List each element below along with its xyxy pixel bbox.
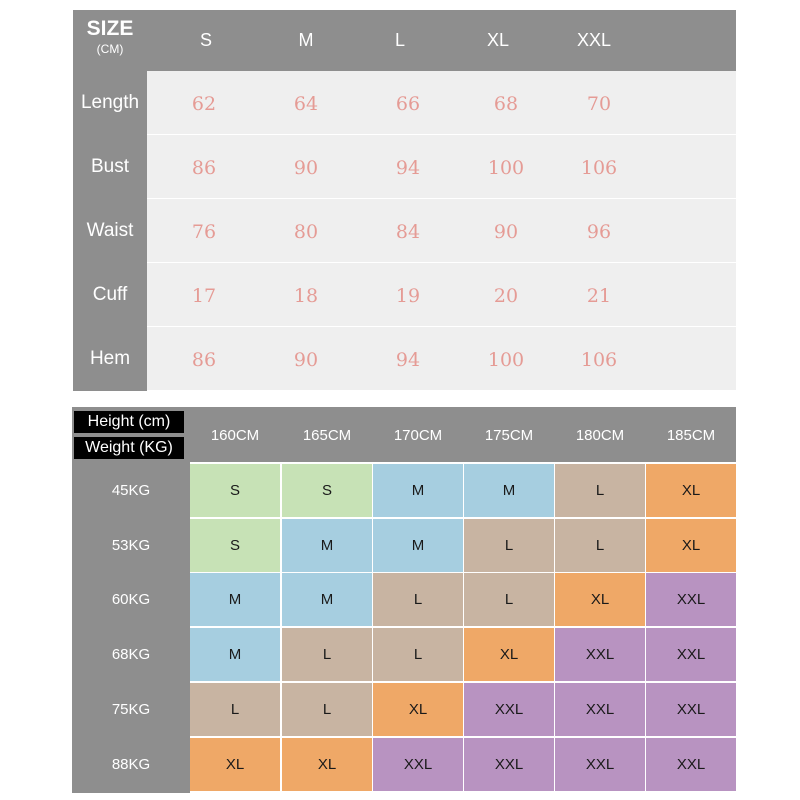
weight-row-label: 60KG — [111, 591, 151, 608]
size-recommendation-cell: XXL — [646, 573, 736, 626]
measurement-value: 106 — [580, 157, 618, 179]
measurement-value: 17 — [191, 285, 217, 307]
size-column-header: S — [199, 30, 212, 50]
size-recommendation-cell: XXL — [646, 628, 736, 681]
measurement-value: 62 — [191, 93, 217, 115]
measurement-value: 20 — [493, 285, 519, 307]
size-column-header: M — [298, 30, 314, 50]
measurement-label: Hem — [89, 348, 131, 369]
size-recommendation-cell: L — [373, 628, 463, 681]
measurement-value: 80 — [293, 221, 319, 243]
height-column-header: 165CM — [302, 427, 352, 444]
measurement-value: 90 — [293, 157, 319, 179]
size-chart-unit: (CM) — [96, 42, 124, 56]
measurement-label: Bust — [90, 156, 130, 177]
measurement-value: 100 — [487, 157, 525, 179]
size-chart-row — [147, 71, 736, 134]
weight-row-label: 88KG — [111, 756, 151, 773]
measurement-value: 94 — [395, 157, 421, 179]
size-recommendation-cell: L — [464, 573, 554, 626]
size-recommendation-cell: XXL — [646, 683, 736, 736]
size-recommendation-cell: XL — [464, 628, 554, 681]
height-label: Height (cm) — [74, 411, 184, 433]
size-recommendation-cell: L — [282, 683, 372, 736]
size-recommendation-cell: M — [373, 519, 463, 572]
size-recommendation-cell: L — [373, 573, 463, 626]
measurement-value: 76 — [191, 221, 217, 243]
size-recommendation-cell: L — [282, 628, 372, 681]
size-recommendation-cell: M — [282, 573, 372, 626]
size-column-header: XL — [486, 30, 510, 50]
size-recommendation-cell: XL — [646, 519, 736, 572]
size-recommendation-cell: S — [190, 519, 280, 572]
size-recommendation-cell: XXL — [555, 683, 645, 736]
measurement-value: 86 — [191, 157, 217, 179]
measurement-value: 106 — [580, 349, 618, 371]
size-recommendation-cell: XXL — [464, 738, 554, 791]
size-recommendation-cell: XL — [646, 464, 736, 517]
size-recommendation-cell: L — [464, 519, 554, 572]
size-recommendation-cell: S — [282, 464, 372, 517]
size-recommendation-cell: XXL — [373, 738, 463, 791]
measurement-value: 90 — [493, 221, 519, 243]
measurement-value: 70 — [586, 93, 612, 115]
size-recommendation-cell: L — [555, 464, 645, 517]
size-recommendation-cell: L — [555, 519, 645, 572]
size-recommendation-cell: L — [190, 683, 280, 736]
height-column-header: 160CM — [210, 427, 260, 444]
measurement-label: Length — [80, 92, 140, 113]
height-column-header: 170CM — [393, 427, 443, 444]
size-chart-row — [147, 263, 736, 326]
measurement-value: 66 — [395, 93, 421, 115]
measurement-value: 100 — [487, 349, 525, 371]
measurement-value: 86 — [191, 349, 217, 371]
size-column-header: L — [394, 30, 405, 50]
weight-row-label: 53KG — [111, 537, 151, 554]
measurement-value: 90 — [293, 349, 319, 371]
weight-row-label: 68KG — [111, 646, 151, 663]
height-column-header: 175CM — [484, 427, 534, 444]
size-chart-table: SIZE (CM) S M L XL XXL Length 62 64 66 68 70 Bust 8… — [73, 10, 736, 391]
size-recommendation-cell: XXL — [464, 683, 554, 736]
measurement-value: 18 — [293, 285, 319, 307]
size-recommendation-cell: XL — [373, 683, 463, 736]
measurement-value: 94 — [395, 349, 421, 371]
size-recommendation-cell: M — [190, 573, 280, 626]
measurement-label: Cuff — [92, 284, 128, 305]
size-recommendation-cell: XXL — [555, 738, 645, 791]
height-column-header: 180CM — [575, 427, 625, 444]
size-recommendation-cell: XL — [282, 738, 372, 791]
size-recommendation-cell: XL — [555, 573, 645, 626]
measurement-label: Waist — [86, 220, 134, 241]
weight-label: Weight (KG) — [74, 437, 184, 459]
size-recommendation-cell: M — [190, 628, 280, 681]
fit-chart-table: Height (cm) Weight (KG) 160CM 165CM 170CM 1… — [72, 407, 736, 793]
measurement-value: 68 — [493, 93, 519, 115]
size-chart-row — [147, 135, 736, 198]
size-recommendation-cell: XXL — [555, 628, 645, 681]
measurement-value: 21 — [586, 285, 612, 307]
size-column-header: XXL — [576, 30, 612, 50]
size-recommendation-cell: M — [282, 519, 372, 572]
size-chart-header — [73, 10, 736, 71]
size-recommendation-cell: XXL — [646, 738, 736, 791]
measurement-value: 64 — [293, 93, 319, 115]
size-chart-title: SIZE — [86, 17, 134, 40]
size-chart-side-column — [73, 71, 147, 391]
weight-row-label: 75KG — [111, 701, 151, 718]
measurement-value: 84 — [395, 221, 421, 243]
size-chart-row — [147, 199, 736, 262]
measurement-value: 19 — [395, 285, 421, 307]
size-recommendation-cell: XL — [190, 738, 280, 791]
weight-row-label: 45KG — [111, 482, 151, 499]
size-recommendation-cell: S — [190, 464, 280, 517]
size-recommendation-cell: M — [373, 464, 463, 517]
size-chart-row — [147, 327, 736, 390]
measurement-value: 96 — [586, 221, 612, 243]
height-column-header: 185CM — [666, 427, 716, 444]
fit-chart-side-column — [72, 462, 190, 793]
size-recommendation-cell: M — [464, 464, 554, 517]
